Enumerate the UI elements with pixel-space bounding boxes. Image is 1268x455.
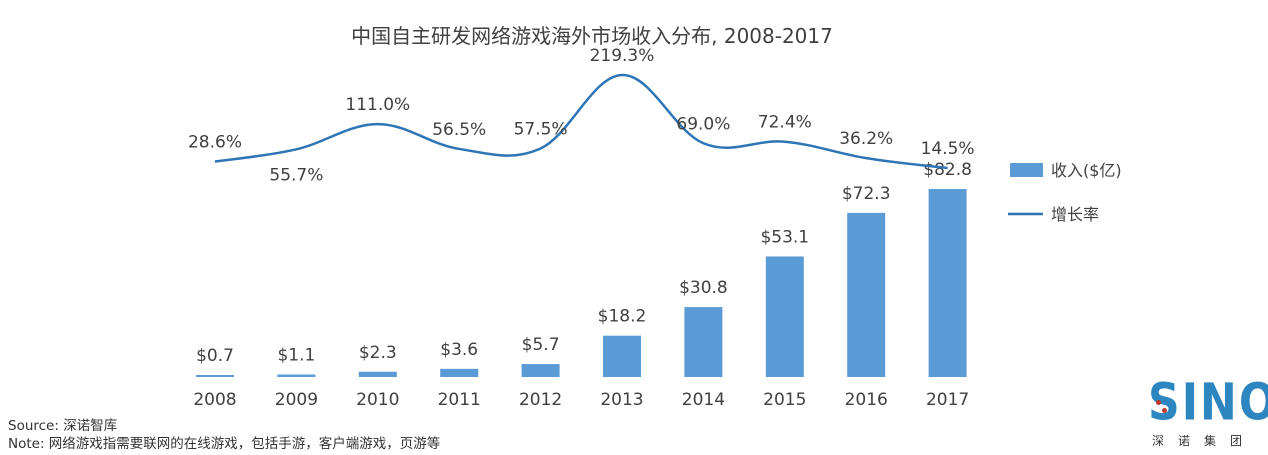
bars-layer xyxy=(196,189,967,377)
bar-label-2011: $3.6 xyxy=(440,340,478,360)
bar-label-2016: $72.3 xyxy=(842,184,891,204)
legend-line-label: 增长率 xyxy=(1051,205,1099,224)
bar-label-2013: $18.2 xyxy=(598,307,647,327)
legend-bar-label: 收入($亿) xyxy=(1051,161,1122,180)
x-tick-2009: 2009 xyxy=(275,390,318,410)
rate-label-2009: 55.7% xyxy=(269,165,323,185)
logo-wordmark: SINO xyxy=(1148,373,1268,433)
bar-2010 xyxy=(358,371,397,377)
x-tick-2010: 2010 xyxy=(356,390,399,410)
bar-2008 xyxy=(196,375,234,377)
rate-label-2012: 57.5% xyxy=(514,119,568,139)
x-tick-2012: 2012 xyxy=(519,390,562,410)
rate-label-2015: 72.4% xyxy=(758,113,812,133)
legend-bar-swatch xyxy=(1010,163,1043,177)
bar-2015 xyxy=(765,256,804,377)
line-layer xyxy=(214,73,948,170)
x-tick-2016: 2016 xyxy=(845,390,888,410)
rate-label-2017: 14.5% xyxy=(921,139,975,159)
logo-accent-dot xyxy=(1156,400,1161,405)
logo-subtitle: 深诺集团 xyxy=(1152,434,1257,448)
bar-2009 xyxy=(277,374,316,377)
bar-2014 xyxy=(684,307,723,377)
rate-label-2011: 56.5% xyxy=(432,120,486,140)
rate-label-2013: 219.3% xyxy=(590,46,655,66)
bar-2012 xyxy=(521,364,560,377)
sino-logo: SINO 深诺集团 xyxy=(1148,373,1268,450)
x-tick-2017: 2017 xyxy=(926,390,969,410)
chart-title: 中国自主研发网络游戏海外市场收入分布, 2008-2017 xyxy=(351,24,833,48)
x-tick-2011: 2011 xyxy=(438,390,481,410)
bar-label-2014: $30.8 xyxy=(679,278,728,298)
legend: 收入($亿) 增长率 xyxy=(1008,161,1122,224)
x-tick-2013: 2013 xyxy=(600,390,643,410)
source-note: Source: 深诺智库 xyxy=(8,418,118,434)
bar-label-2010: $2.3 xyxy=(359,343,397,363)
rate-label-2014: 69.0% xyxy=(676,114,730,134)
x-tick-2015: 2015 xyxy=(763,390,806,410)
growth-rate-line xyxy=(214,73,948,170)
bar-label-2009: $1.1 xyxy=(277,346,315,366)
logo-accent-dot xyxy=(1162,408,1167,413)
x-axis-ticks: 2008 2009 2010 2011 2012 2013 2014 2015 2016 2017 xyxy=(193,390,969,410)
footnote: Note: 网络游戏指需要联网的在线游戏，包括手游，客户端游戏，页游等 xyxy=(8,436,441,452)
x-tick-2014: 2014 xyxy=(682,390,725,410)
rate-label-2016: 36.2% xyxy=(839,129,893,149)
bar-2016 xyxy=(847,212,886,377)
rate-label-2008: 28.6% xyxy=(188,133,242,153)
bar-label-2015: $53.1 xyxy=(760,227,809,247)
bar-label-2008: $0.7 xyxy=(196,346,234,366)
bar-2011 xyxy=(440,368,479,377)
bar-2017 xyxy=(928,189,967,377)
bar-label-2017: $82.8 xyxy=(923,160,972,180)
bar-labels-layer: $0.7 $1.1 $2.3 $3.6 $5.7 $18.2 $30.8 $53.1 $72.3… xyxy=(196,160,972,366)
rate-labels-layer: 28.6% 55.7% 111.0% 56.5% 57.5% 219.3% 69.0% 72.… xyxy=(188,46,975,185)
rate-label-2010: 111.0% xyxy=(345,95,410,115)
x-tick-2008: 2008 xyxy=(193,390,236,410)
bar-2013 xyxy=(603,335,641,377)
bar-label-2012: $5.7 xyxy=(522,335,560,355)
